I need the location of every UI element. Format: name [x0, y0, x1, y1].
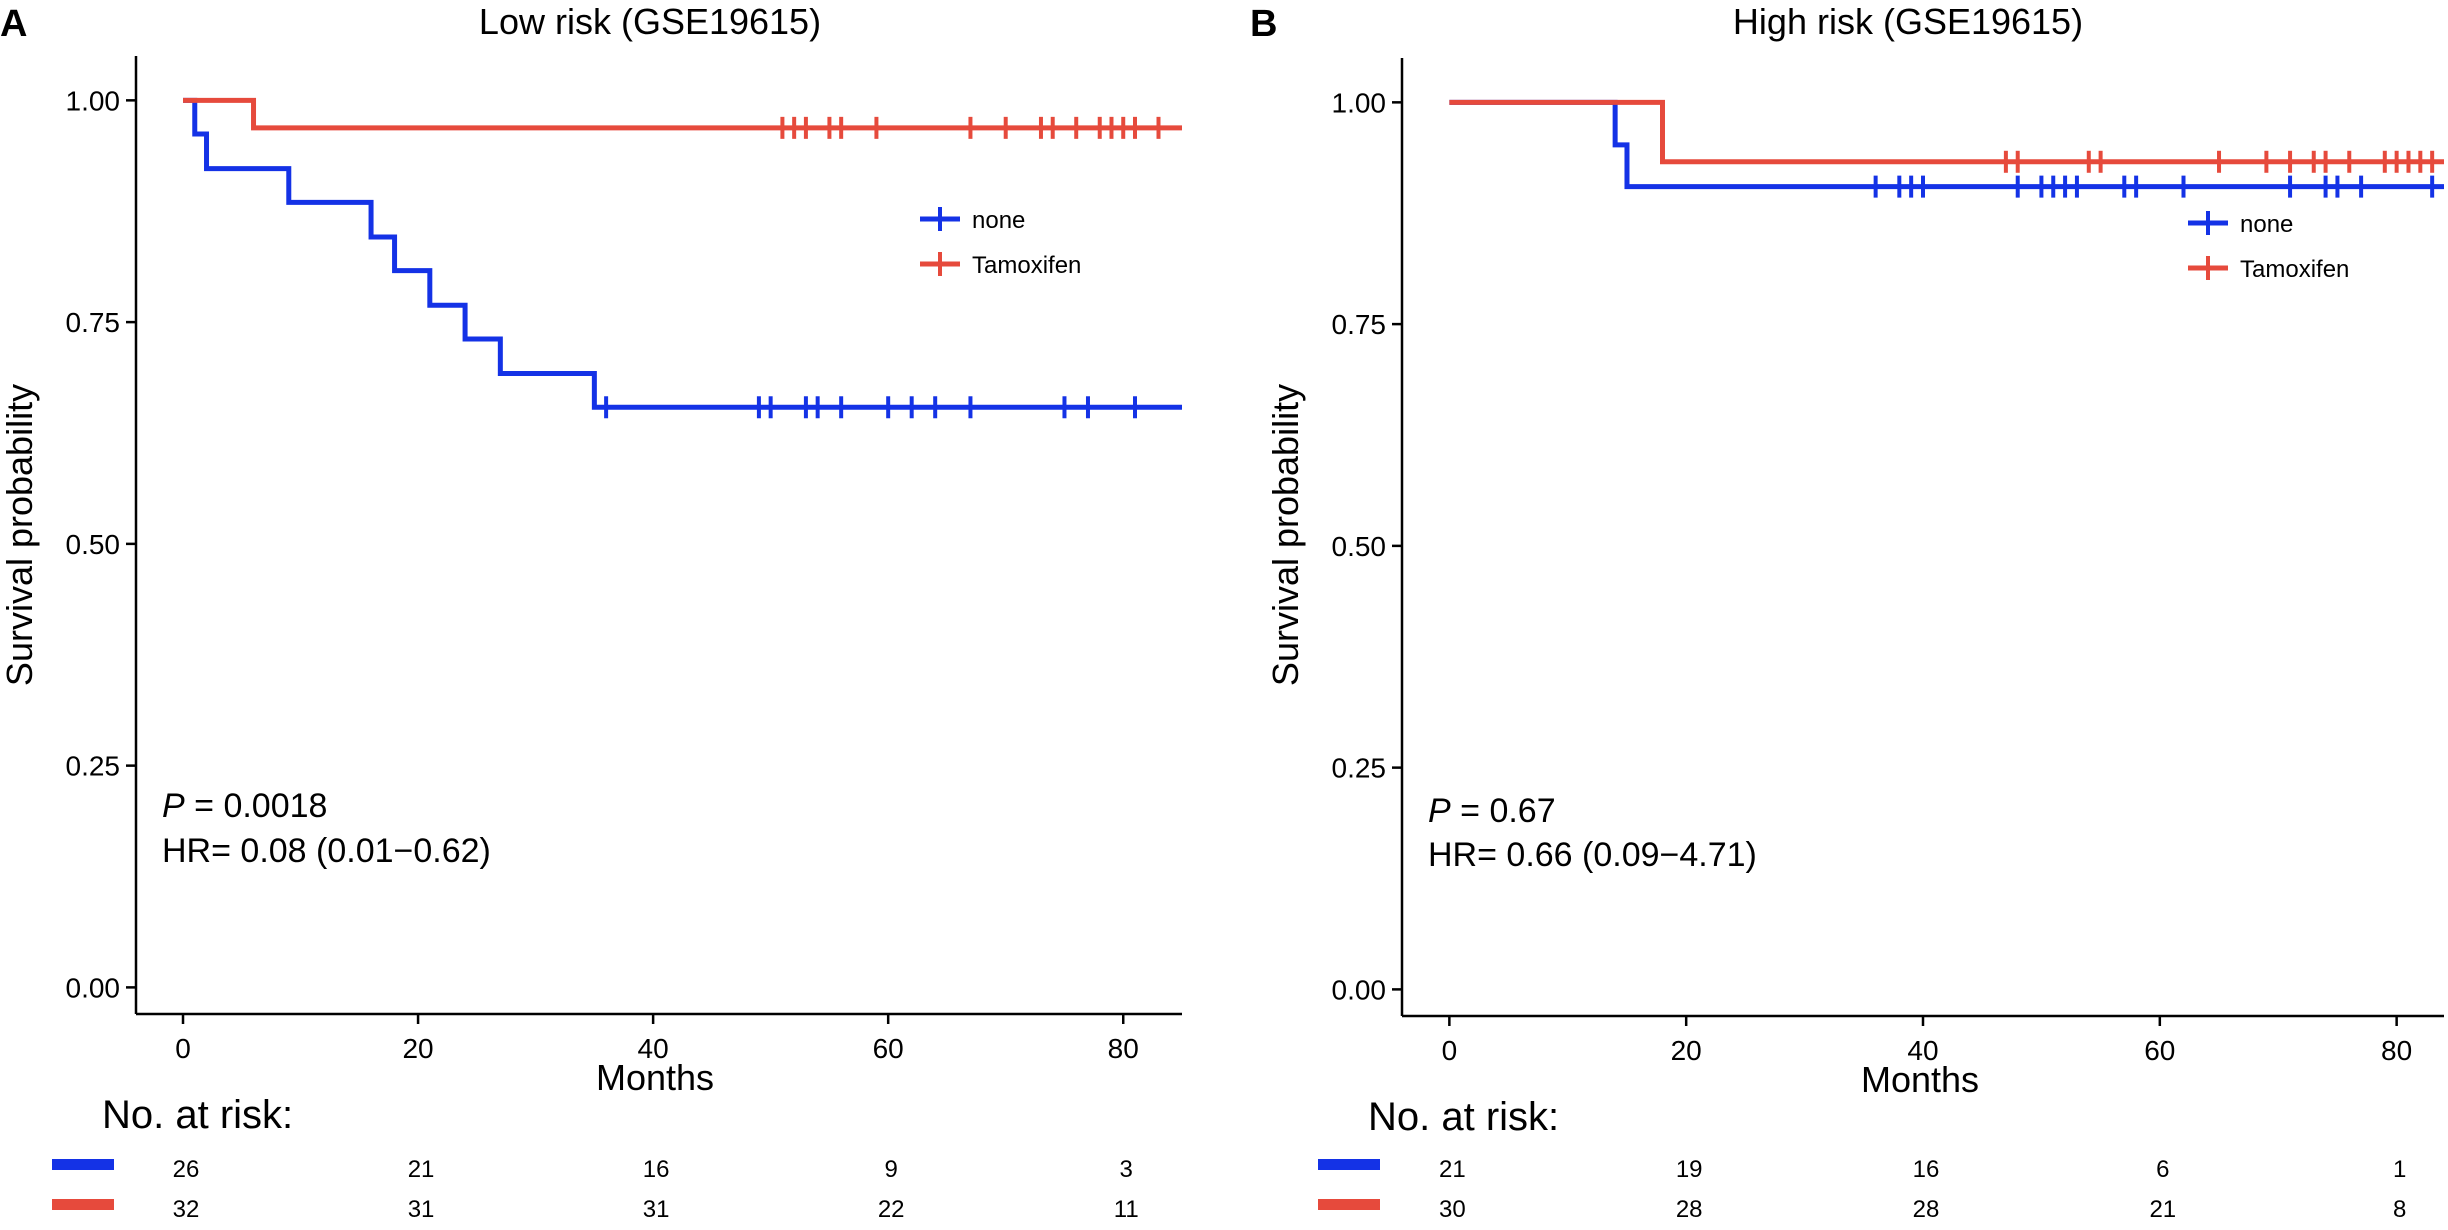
risk-count: 21: [2149, 1196, 2176, 1223]
legend-item-tamoxifen: Tamoxifen: [2188, 256, 2349, 283]
legend: none Tamoxifen: [2188, 211, 2349, 283]
p-label: P: [162, 787, 185, 825]
risk-count: 16: [1913, 1156, 1940, 1183]
y-tick-label: 0.50: [66, 529, 121, 560]
p-value: = 0.0018: [194, 787, 327, 825]
p-value-annotation: P = 0.0018: [162, 787, 327, 825]
risk-count: 1: [2393, 1156, 2406, 1183]
x-axis-label: Months: [1861, 1059, 1979, 1100]
p-value: = 0.67: [1460, 792, 1555, 830]
chart-title: Low risk (GSE19615): [479, 1, 821, 42]
risk-count: 28: [1913, 1196, 1940, 1223]
survival-curve-none: [1449, 99, 2444, 190]
chart-title: High risk (GSE19615): [1733, 1, 2083, 42]
risk-count: 8: [2393, 1196, 2406, 1223]
y-axis-label: Survival probability: [0, 384, 40, 686]
x-axis-ticks: 0 20 40 60 80: [175, 1014, 1139, 1064]
risk-count: 21: [1439, 1156, 1466, 1183]
risk-count: 16: [643, 1156, 670, 1183]
risk-table-title: No. at risk:: [102, 1093, 293, 1137]
y-tick-label: 0.25: [1332, 753, 1387, 784]
p-label: P: [1428, 792, 1451, 830]
x-tick-label: 80: [1108, 1033, 1139, 1064]
y-tick-label: 0.75: [66, 307, 121, 338]
y-tick-label: 0.75: [1332, 309, 1387, 340]
y-tick-label: 0.25: [66, 751, 121, 782]
risk-count: 19: [1676, 1156, 1703, 1183]
legend-item-none: none: [2188, 211, 2293, 238]
legend-label-tamoxifen: Tamoxifen: [972, 252, 1081, 279]
survival-curve-tamoxifen: [1449, 99, 2444, 165]
x-tick-label: 20: [402, 1033, 433, 1064]
panel-high-risk: B High risk (GSE19615) 0.00 0.25 0.50 0.75 1…: [1250, 1, 2444, 1223]
y-tick-label: 0.00: [66, 972, 121, 1003]
risk-count: 30: [1439, 1196, 1466, 1223]
x-axis-label: Months: [596, 1057, 714, 1098]
survival-curves: [1449, 99, 2444, 198]
risk-count: 32: [173, 1196, 200, 1223]
p-value-annotation: P = 0.67: [1428, 792, 1556, 830]
risk-table: 26 21 16 9 3 32 31 31 22 11: [52, 1156, 1139, 1223]
x-axis-ticks: 0 20 40 60 80: [1442, 1016, 2412, 1066]
y-axis-ticks: 0.00 0.25 0.50 0.75 1.00: [1332, 87, 1402, 1005]
risk-count: 26: [173, 1156, 200, 1183]
legend-label-none: none: [2240, 211, 2293, 238]
risk-count: 22: [878, 1196, 905, 1223]
risk-row-swatch-none: [52, 1159, 114, 1170]
risk-count: 6: [2156, 1156, 2169, 1183]
y-tick-label: 0.00: [1332, 974, 1387, 1005]
legend-item-tamoxifen: Tamoxifen: [920, 252, 1081, 279]
x-tick-label: 40: [1907, 1035, 1938, 1066]
survival-curves: [183, 97, 1182, 419]
legend-item-none: none: [920, 207, 1025, 234]
x-tick-label: 20: [1671, 1035, 1702, 1066]
risk-count: 11: [1114, 1196, 1139, 1223]
y-axis-ticks: 0.00 0.25 0.50 0.75 1.00: [66, 85, 136, 1003]
hazard-ratio-annotation: HR= 0.08 (0.01−0.62): [162, 832, 491, 870]
legend-label-tamoxifen: Tamoxifen: [2240, 256, 2349, 283]
y-tick-label: 0.50: [1332, 531, 1387, 562]
panel-label: A: [0, 3, 27, 45]
risk-row-swatch-tamoxifen: [52, 1199, 114, 1210]
risk-count: 31: [643, 1196, 670, 1223]
hazard-ratio-annotation: HR= 0.66 (0.09−4.71): [1428, 836, 1757, 874]
x-tick-label: 0: [1442, 1035, 1458, 1066]
risk-row-swatch-tamoxifen: [1318, 1199, 1380, 1210]
panel-low-risk: A Low risk (GSE19615) 0.00 0.25 0.50 0.75 1.…: [0, 1, 1182, 1223]
x-tick-label: 40: [638, 1033, 669, 1064]
x-tick-label: 60: [2144, 1035, 2175, 1066]
risk-count: 3: [1120, 1156, 1133, 1183]
survival-curve-none: [183, 97, 1182, 410]
panel-label: B: [1250, 3, 1277, 45]
x-tick-label: 60: [873, 1033, 904, 1064]
x-tick-label: 0: [175, 1033, 191, 1064]
y-tick-label: 1.00: [1332, 87, 1387, 118]
risk-table-title: No. at risk:: [1368, 1095, 1559, 1139]
y-axis-label: Survival probability: [1265, 384, 1306, 686]
y-tick-label: 1.00: [66, 85, 121, 116]
risk-count: 21: [408, 1156, 435, 1183]
risk-row-swatch-none: [1318, 1159, 1380, 1170]
risk-count: 9: [885, 1156, 898, 1183]
risk-table: 21 19 16 6 1 30 28 28 21 8: [1318, 1156, 2406, 1223]
legend: none Tamoxifen: [920, 207, 1081, 279]
survival-curve-tamoxifen: [183, 97, 1182, 131]
risk-count: 31: [408, 1196, 435, 1223]
risk-count: 28: [1676, 1196, 1703, 1223]
x-tick-label: 80: [2381, 1035, 2412, 1066]
legend-label-none: none: [972, 207, 1025, 234]
